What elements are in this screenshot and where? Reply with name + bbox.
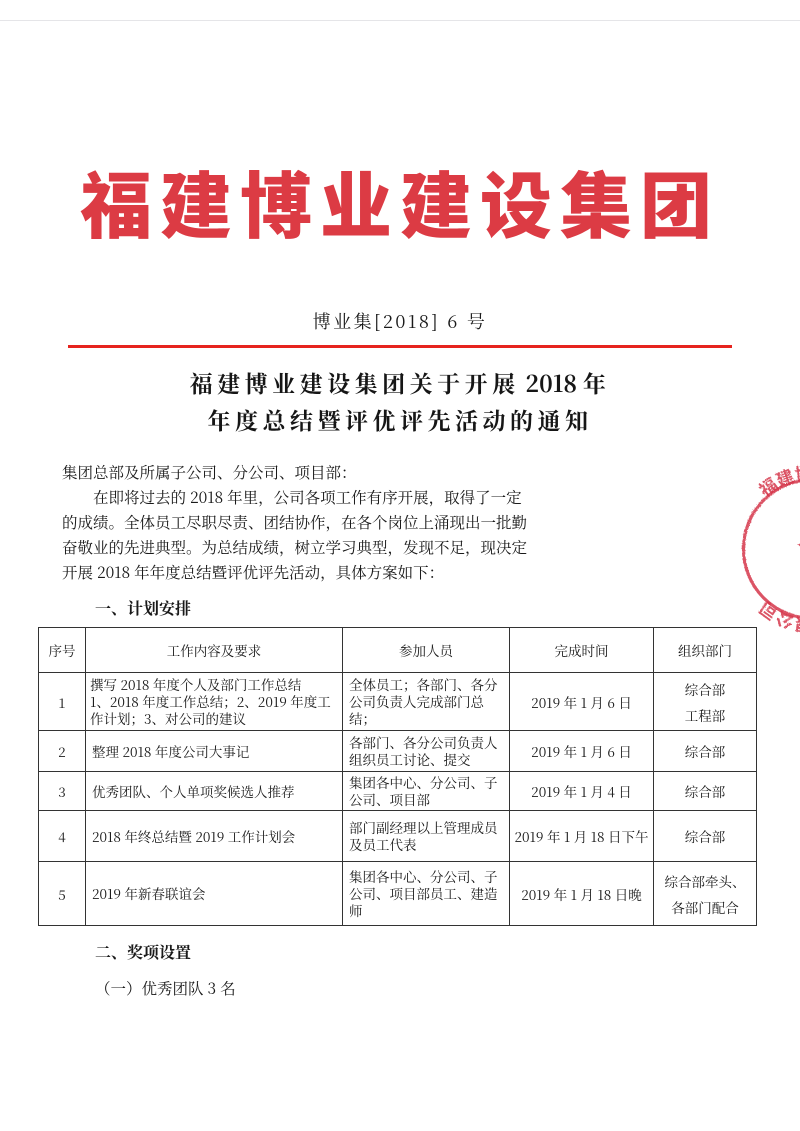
svg-text:集团有限公司: 集团有限公司 bbox=[754, 596, 800, 639]
svg-text:福建博业建设: 福建博业建设 bbox=[754, 460, 800, 503]
